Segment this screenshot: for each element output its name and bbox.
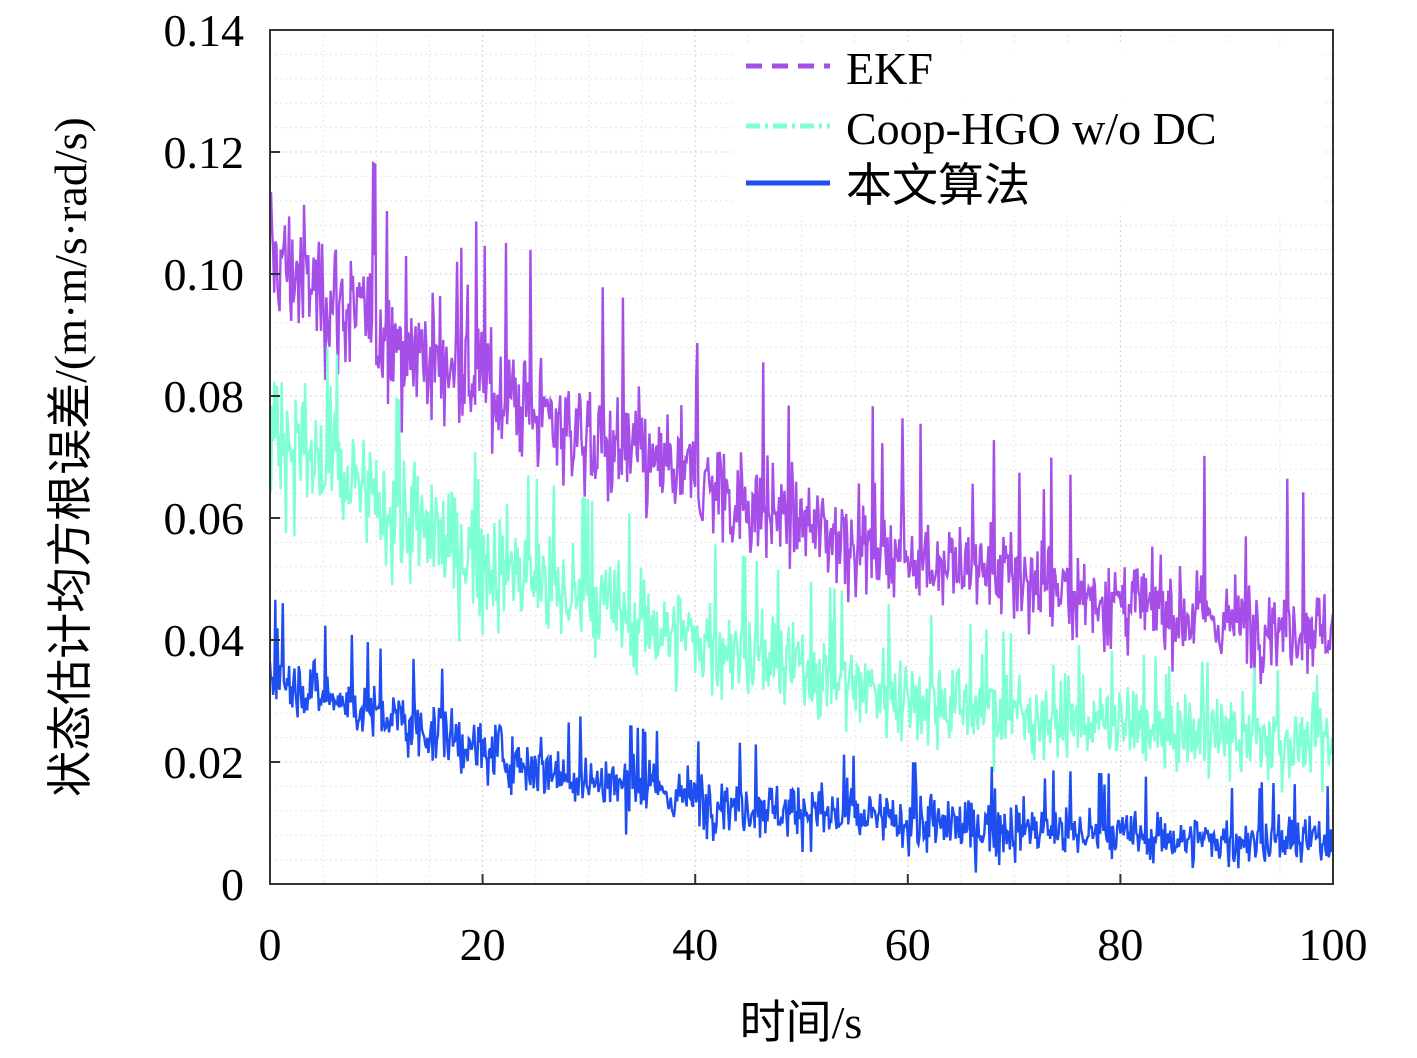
x-tick-label: 40 <box>672 919 718 970</box>
legend: EKF Coop-HGO w/o DC 本文算法 <box>735 43 1325 216</box>
x-tick-label: 80 <box>1097 919 1143 970</box>
x-tick-label: 100 <box>1299 919 1368 970</box>
y-tick-label: 0.10 <box>164 249 245 300</box>
plot-frame <box>269 29 1334 885</box>
y-axis-title: 状态估计均方根误差/(m·m/s·rad/s) <box>45 117 96 797</box>
x-tick-label: 20 <box>460 919 506 970</box>
legend-box <box>735 44 1325 216</box>
y-tick-label: 0.12 <box>164 127 245 178</box>
x-ticks: 0 20 40 60 80 100 <box>259 874 1368 970</box>
series-line-1 <box>270 347 1333 793</box>
y-tick-label: 0.04 <box>164 615 245 666</box>
x-tick-label: 0 <box>259 919 282 970</box>
y-ticks: 0 0.02 0.04 0.06 0.08 0.10 0.12 0.14 <box>164 5 280 910</box>
x-tick-label: 60 <box>885 919 931 970</box>
series-layer <box>270 161 1333 873</box>
y-tick-label: 0.14 <box>164 5 245 56</box>
y-tick-label: 0 <box>221 859 244 910</box>
y-tick-label: 0.02 <box>164 737 245 788</box>
y-tick-label: 0.08 <box>164 371 245 422</box>
legend-label-coop-hgo: Coop-HGO w/o DC <box>846 103 1217 154</box>
y-tick-label: 0.06 <box>164 493 245 544</box>
series-line-0 <box>270 161 1333 685</box>
legend-label-ekf: EKF <box>846 43 933 94</box>
legend-label-proposed: 本文算法 <box>846 160 1030 211</box>
x-axis-title: 时间/s <box>740 997 863 1048</box>
series-line-2 <box>270 599 1333 873</box>
